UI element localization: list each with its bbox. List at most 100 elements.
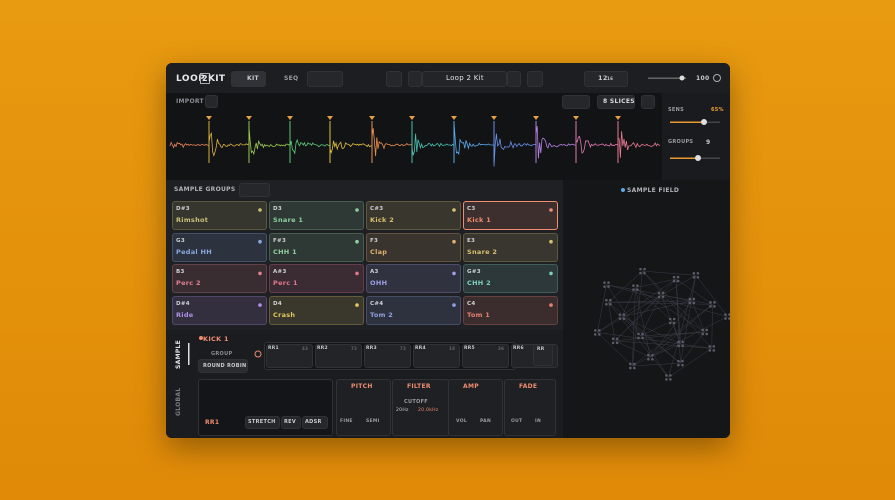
pad-name[interactable]: Crash [273, 311, 296, 320]
rr-slot[interactable] [266, 344, 313, 368]
tab-label[interactable]: SEQ [284, 75, 299, 82]
pad[interactable] [463, 264, 558, 294]
field-link [680, 331, 705, 364]
waveform-slice [208, 131, 249, 157]
save[interactable] [527, 71, 543, 87]
rr-slot[interactable] [364, 344, 411, 368]
knob-label: SEMI [366, 419, 380, 424]
pad[interactable] [366, 232, 461, 262]
pad-note[interactable]: E3 [467, 237, 476, 244]
pad[interactable] [172, 264, 267, 294]
pad-name[interactable]: CHH 1 [273, 247, 297, 256]
waveform-slice [329, 140, 373, 154]
rr-label[interactable]: RR6 [513, 346, 524, 351]
clip-button-label[interactable]: STRETCH [248, 419, 276, 425]
field-node [709, 301, 712, 304]
tab-sample[interactable]: SAMPLE [175, 339, 182, 369]
pad-note[interactable]: D#3 [176, 206, 190, 212]
preset-name[interactable]: Loop 2 Kit [446, 74, 484, 82]
pad-note[interactable]: A3 [370, 269, 379, 276]
play[interactable] [641, 95, 655, 109]
pad-note[interactable]: G#3 [467, 269, 481, 276]
field-node [657, 291, 661, 295]
refresh[interactable] [386, 71, 402, 87]
volume-track [648, 77, 686, 79]
rr-slot[interactable] [413, 344, 460, 368]
pad[interactable] [269, 264, 364, 294]
group-mode[interactable] [198, 359, 248, 373]
pad-note[interactable]: B3 [176, 269, 185, 276]
pad-name[interactable]: Snare 2 [467, 247, 498, 256]
field-link [711, 304, 713, 349]
clip-button[interactable] [245, 416, 280, 429]
prev[interactable] [408, 71, 422, 87]
slices[interactable] [597, 95, 635, 109]
clip-button-label[interactable]: ADSR [305, 419, 322, 425]
pad-name[interactable]: Ride [176, 311, 194, 320]
pad-note[interactable]: F3 [370, 237, 379, 244]
pad-note[interactable]: A#3 [273, 269, 287, 276]
clip-button[interactable] [302, 416, 328, 429]
pad-note[interactable]: C#3 [370, 206, 384, 212]
pad-note[interactable]: F#3 [273, 237, 287, 244]
field-node [633, 366, 636, 370]
tab-kit[interactable] [231, 71, 266, 87]
pad-name[interactable]: Tom 2 [370, 311, 394, 320]
pad-name[interactable]: Kick 1 [467, 216, 492, 224]
import-icon[interactable] [205, 95, 218, 108]
pad[interactable] [463, 232, 558, 262]
pad-name[interactable]: Pedal HH [176, 247, 212, 256]
pad-name[interactable]: Rimshot [176, 216, 209, 224]
pad[interactable] [172, 232, 267, 262]
pad-note[interactable]: D#4 [176, 301, 190, 308]
pad-name[interactable]: CHH 2 [467, 279, 491, 288]
pad-dot [549, 239, 553, 244]
rr-label[interactable]: RR3 [366, 346, 377, 351]
next[interactable] [507, 71, 521, 87]
clip-button[interactable] [281, 416, 301, 429]
rr-label[interactable]: RR2 [317, 346, 328, 351]
pad[interactable] [366, 264, 461, 294]
pad[interactable] [172, 296, 267, 326]
field-node [609, 302, 612, 306]
pad-note[interactable]: G3 [176, 237, 185, 244]
pad-note[interactable]: D3 [273, 206, 282, 212]
pad[interactable] [269, 232, 364, 262]
slices-label[interactable]: 8 SLICES [603, 98, 635, 105]
pad-note[interactable]: C4 [467, 301, 476, 308]
field-node [618, 317, 622, 320]
rr-button[interactable] [533, 344, 553, 366]
undo[interactable] [307, 71, 343, 87]
pad[interactable] [366, 296, 461, 326]
pad[interactable] [463, 201, 558, 230]
pad[interactable] [269, 201, 364, 230]
tab-global[interactable]: GLOBAL [175, 387, 182, 416]
pad-name[interactable]: Snare 1 [273, 216, 304, 224]
rr-label[interactable]: RR4 [415, 346, 426, 351]
pad-name[interactable]: OHH [370, 279, 388, 288]
pad[interactable] [463, 296, 558, 326]
import[interactable]: IMPORT [176, 98, 204, 105]
pad-name[interactable]: Tom 1 [467, 311, 491, 320]
pad-note[interactable]: D4 [273, 301, 282, 308]
zoom[interactable] [562, 95, 590, 109]
pad-name[interactable]: Perc 1 [273, 279, 298, 288]
clip-button-label[interactable]: REV [284, 419, 297, 425]
rr-slot[interactable] [315, 344, 362, 368]
pad-note[interactable]: C#4 [370, 301, 384, 308]
rr-slot[interactable] [462, 344, 509, 368]
pad-name[interactable]: Kick 2 [370, 216, 395, 224]
pad[interactable] [172, 201, 267, 230]
rr-label[interactable]: RR1 [268, 346, 279, 351]
group-mode-label[interactable]: ROUND ROBIN [203, 363, 247, 369]
view-toggle[interactable] [239, 183, 270, 197]
volume: 100 [696, 75, 710, 82]
rr-label[interactable]: RR5 [464, 346, 475, 351]
pad-name[interactable]: Clap [370, 247, 388, 256]
tab-label[interactable]: KIT [247, 75, 259, 82]
pad-name[interactable]: Perc 2 [176, 279, 201, 288]
pad[interactable] [366, 201, 461, 230]
rr-button-label[interactable]: RR [537, 347, 545, 352]
pad-note[interactable]: C3 [467, 206, 476, 212]
pad[interactable] [269, 296, 364, 326]
